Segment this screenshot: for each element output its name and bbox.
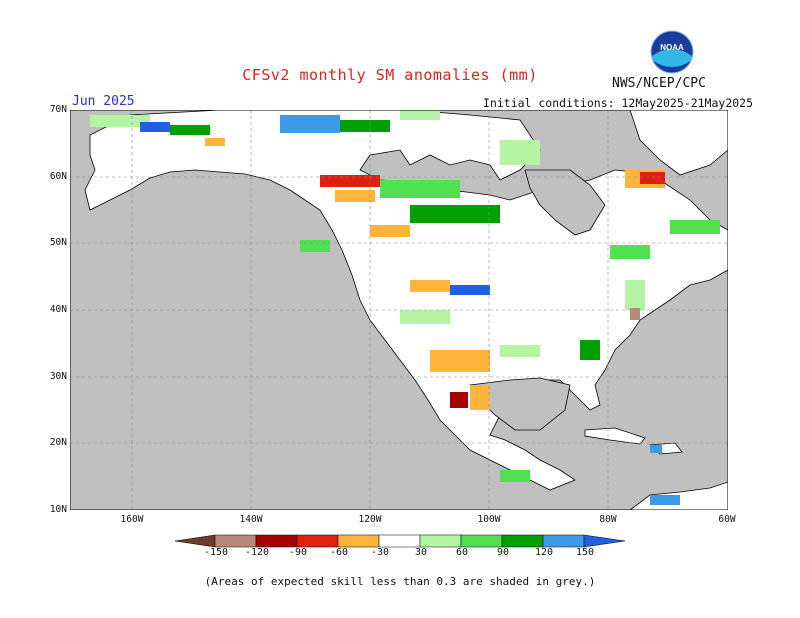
legend-label: 30 <box>414 547 428 558</box>
lat-label: 30N <box>49 371 67 382</box>
anomaly-map <box>70 110 728 510</box>
lon-label: 160W <box>120 514 144 525</box>
legend-swatch <box>296 534 339 548</box>
svg-text:NOAA: NOAA <box>660 43 684 52</box>
skill-footnote: (Areas of expected skill less than 0.3 a… <box>204 575 596 588</box>
lon-label: 120W <box>358 514 382 525</box>
lat-label: 50N <box>49 237 67 248</box>
legend-label: 150 <box>575 547 595 558</box>
color-legend <box>174 534 626 548</box>
legend-swatch <box>214 534 257 548</box>
legend-label: -90 <box>288 547 308 558</box>
lat-label: 40N <box>49 304 67 315</box>
legend-label: -30 <box>370 547 390 558</box>
agency-label: NWS/NCEP/CPC <box>612 76 706 91</box>
lon-label: 100W <box>477 514 501 525</box>
lat-label: 70N <box>49 104 67 115</box>
lon-label: 140W <box>239 514 263 525</box>
legend-arrow-right <box>583 534 626 548</box>
legend-swatch <box>337 534 380 548</box>
legend-label: 60 <box>455 547 469 558</box>
legend-swatch <box>378 534 421 548</box>
map-title: CFSv2 monthly SM anomalies (mm) <box>242 66 538 84</box>
initial-conditions: Initial conditions: 12May2025-21May2025 <box>483 96 754 110</box>
legend-label: -60 <box>329 547 349 558</box>
lon-label: 80W <box>599 514 617 525</box>
graticule <box>70 110 728 510</box>
legend-label: 90 <box>496 547 510 558</box>
lon-label: 60W <box>718 514 736 525</box>
legend-label: -150 <box>203 547 229 558</box>
legend-arrow-left <box>174 534 216 548</box>
lat-label: 10N <box>49 504 67 515</box>
noaa-logo: NOAA <box>650 30 694 74</box>
legend-swatch <box>501 534 544 548</box>
cuba-island <box>584 427 646 445</box>
hudson-bay <box>524 169 606 236</box>
legend-swatch <box>542 534 585 548</box>
legend-swatch <box>460 534 503 548</box>
lat-label: 20N <box>49 437 67 448</box>
lat-label: 60N <box>49 171 67 182</box>
anomaly-cells <box>90 110 720 505</box>
legend-swatch <box>255 534 298 548</box>
forecast-month: Jun 2025 <box>72 94 135 109</box>
legend-swatch <box>419 534 462 548</box>
legend-label: 120 <box>534 547 554 558</box>
greenland-land <box>629 110 728 176</box>
legend-label: -120 <box>244 547 270 558</box>
